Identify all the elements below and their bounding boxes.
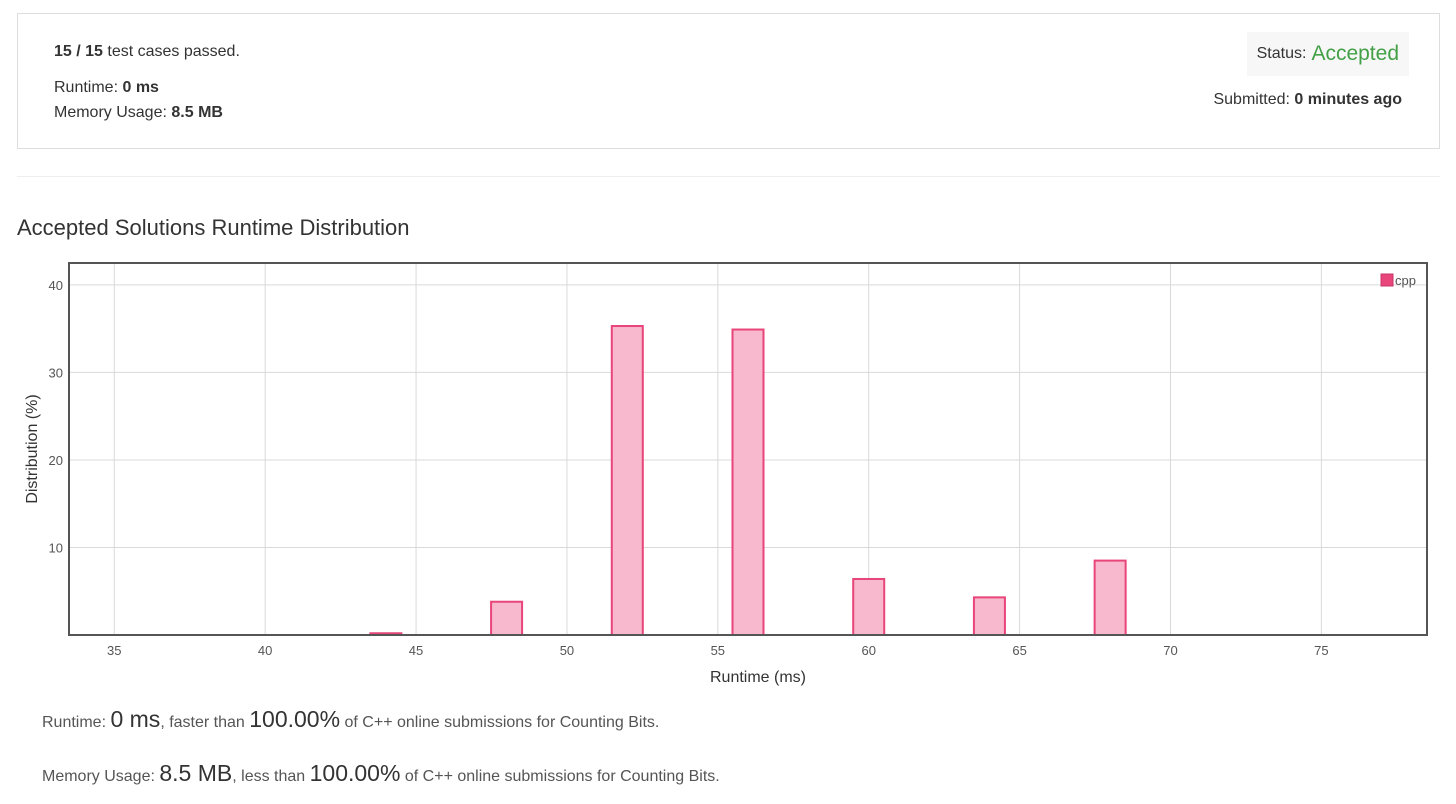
runtime-label: Runtime: — [54, 79, 123, 96]
status-label: Status: — [1256, 45, 1307, 62]
runtime-summary-label: Runtime: — [42, 714, 111, 731]
x-tick-label: 70 — [1163, 643, 1177, 658]
runtime-distribution-chart: 35 40 45 50 55 60 65 70 75 10 20 30 40 Runtime (ms) Di… — [24, 262, 1428, 686]
status-badge: Status: Accepted — [1246, 32, 1409, 76]
runtime-summary-tail: of C++ online submissions for Counting B… — [340, 714, 660, 731]
x-tick-label: 40 — [258, 643, 272, 658]
runtime-summary-mid: , faster than — [160, 714, 250, 731]
x-tick-label: 35 — [107, 643, 121, 658]
bar-48 — [490, 600, 524, 637]
x-tick-label: 55 — [711, 643, 725, 658]
x-tick-label: 60 — [861, 643, 875, 658]
test-cases-count: 15 / 15 — [54, 43, 103, 60]
x-axis-label: Runtime (ms) — [710, 669, 806, 686]
memory-line: Memory Usage: 8.5 MB — [54, 104, 223, 122]
submission-result-panel: 15 / 15 test cases passed. Runtime: 0 ms… — [17, 13, 1440, 149]
submitted-line: Submitted: 0 minutes ago — [1213, 91, 1402, 109]
y-tick-label: 20 — [49, 453, 63, 468]
memory-summary-tail: of C++ online submissions for Counting B… — [400, 768, 720, 785]
memory-summary-percent: 100.00% — [309, 760, 401, 786]
submitted-label: Submitted: — [1213, 91, 1295, 108]
memory-value: 8.5 MB — [171, 104, 223, 121]
runtime-summary-value: 0 ms — [110, 706, 161, 732]
runtime-summary: Runtime: 0 ms, faster than 100.00% of C+… — [42, 706, 659, 733]
test-cases-suffix: test cases passed. — [102, 43, 240, 60]
bar-52 — [610, 325, 644, 636]
x-tick-label: 50 — [560, 643, 574, 658]
memory-label: Memory Usage: — [54, 104, 172, 121]
y-tick-label: 40 — [49, 278, 63, 293]
legend-label: cpp — [1395, 273, 1416, 288]
memory-summary-mid: , less than — [232, 768, 310, 785]
y-axis-label: Distribution (%) — [24, 394, 41, 503]
plot-frame — [68, 262, 1428, 636]
y-tick-label: 10 — [49, 540, 63, 555]
chart-title: Accepted Solutions Runtime Distribution — [17, 215, 410, 240]
y-tick-label: 30 — [49, 365, 63, 380]
bar-60 — [852, 577, 886, 636]
memory-summary-value: 8.5 MB — [159, 760, 233, 786]
test-cases-summary: 15 / 15 test cases passed. — [54, 43, 240, 61]
status-value[interactable]: Accepted — [1311, 42, 1399, 65]
bar-56 — [731, 328, 765, 637]
divider — [17, 176, 1440, 177]
x-tick-label: 45 — [409, 643, 423, 658]
runtime-value: 0 ms — [122, 79, 159, 96]
legend-swatch — [1380, 273, 1394, 287]
submitted-value: 0 minutes ago — [1294, 91, 1402, 108]
bar-68 — [1093, 559, 1127, 637]
bar-64 — [972, 596, 1006, 637]
memory-summary: Memory Usage: 8.5 MB, less than 100.00% … — [42, 760, 720, 787]
x-tick-label: 75 — [1314, 643, 1328, 658]
memory-summary-label: Memory Usage: — [42, 768, 160, 785]
x-tick-label: 65 — [1012, 643, 1026, 658]
runtime-line: Runtime: 0 ms — [54, 79, 159, 97]
runtime-summary-percent: 100.00% — [249, 706, 341, 732]
